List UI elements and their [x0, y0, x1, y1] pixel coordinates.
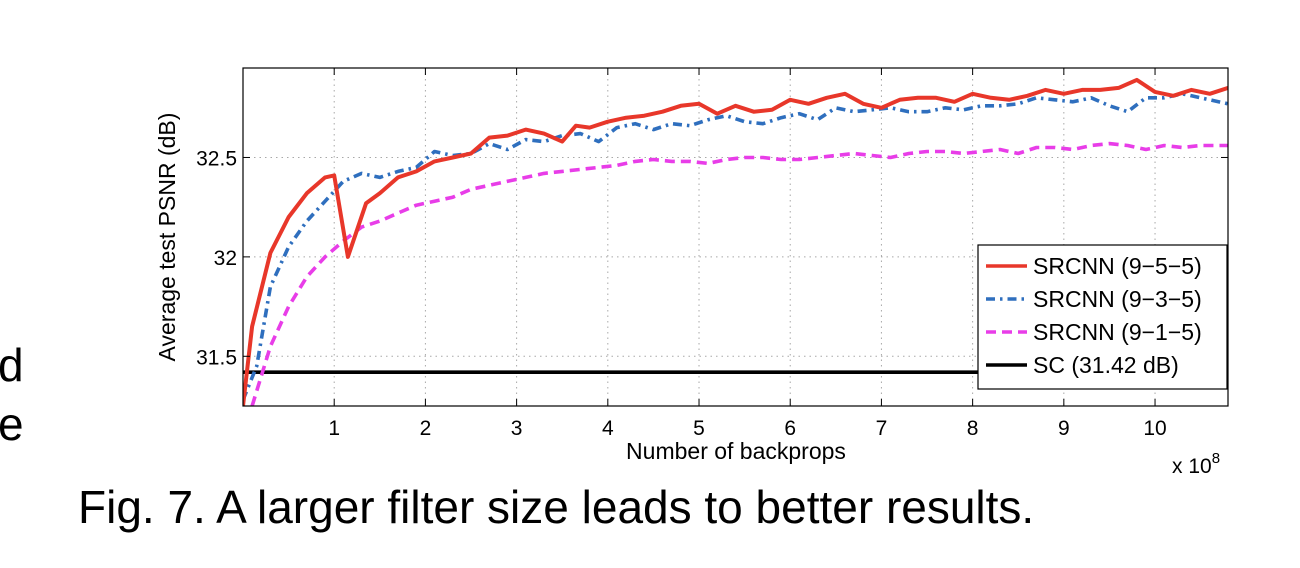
- x-axis-label: Number of backprops: [626, 438, 846, 464]
- y-tick-label: 31.5: [196, 346, 237, 369]
- x-tick-label: 10: [1143, 417, 1166, 440]
- x-tick-label: 2: [420, 417, 432, 440]
- legend-label-srcnn-9-1-5: SRCNN (9−1−5): [1033, 319, 1202, 345]
- x-multiplier-base: x 10: [1172, 455, 1212, 478]
- series-line-srcnn-9-1-5: [250, 141, 1228, 406]
- x-tick-label: 4: [602, 417, 614, 440]
- x-tick-label: 3: [511, 417, 523, 440]
- side-text-1: d: [0, 339, 24, 391]
- legend: SRCNN (9−5−5) SRCNN (9−3−5) SRCNN (9−1−5) S…: [977, 244, 1228, 390]
- x-tick-label: 7: [876, 417, 888, 440]
- legend-label-srcnn-9-5-5: SRCNN (9−5−5): [1033, 253, 1202, 279]
- y-tick-label: 32: [214, 247, 237, 270]
- legend-items: SRCNN (9−5−5) SRCNN (9−3−5) SRCNN (9−1−5) S…: [986, 253, 1202, 378]
- x-multiplier: x 108: [1172, 450, 1220, 478]
- tick-labels: 1 2 3 4 5 6 7 8 9 10 31.5 32 32.5: [196, 147, 1167, 440]
- x-tick-label: 9: [1058, 417, 1070, 440]
- figure-caption: Fig. 7. A larger filter size leads to be…: [78, 481, 1034, 533]
- y-tick-label: 32.5: [196, 147, 237, 170]
- series-line-srcnn-9-5-5: [243, 77, 1228, 406]
- series-line-srcnn-9-3-5: [243, 92, 1228, 401]
- x-multiplier-exponent: 8: [1212, 450, 1220, 467]
- legend-label-srcnn-9-3-5: SRCNN (9−3−5): [1033, 286, 1202, 312]
- x-tick-label: 1: [328, 417, 340, 440]
- x-tick-label: 6: [784, 417, 796, 440]
- x-tick-label: 8: [967, 417, 979, 440]
- x-tick-label: 5: [693, 417, 705, 440]
- plot-frame: [242, 67, 1229, 407]
- legend-label-sc-31-42-db: SC (31.42 dB): [1033, 352, 1179, 378]
- side-text-2: e: [0, 398, 24, 450]
- y-axis-label: Average test PSNR (dB): [154, 113, 180, 362]
